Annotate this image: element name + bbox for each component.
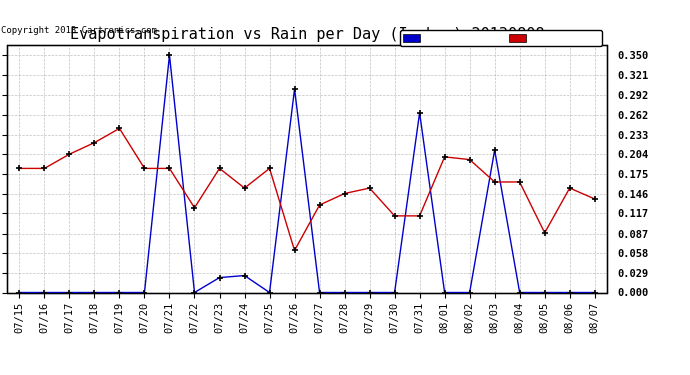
Legend: Rain  (Inches), ET  (Inches): Rain (Inches), ET (Inches): [400, 30, 602, 46]
Title: Evapotranspiration vs Rain per Day (Inches) 20130808: Evapotranspiration vs Rain per Day (Inch…: [70, 27, 544, 42]
Text: Copyright 2013 Cartronics.com: Copyright 2013 Cartronics.com: [1, 26, 157, 35]
